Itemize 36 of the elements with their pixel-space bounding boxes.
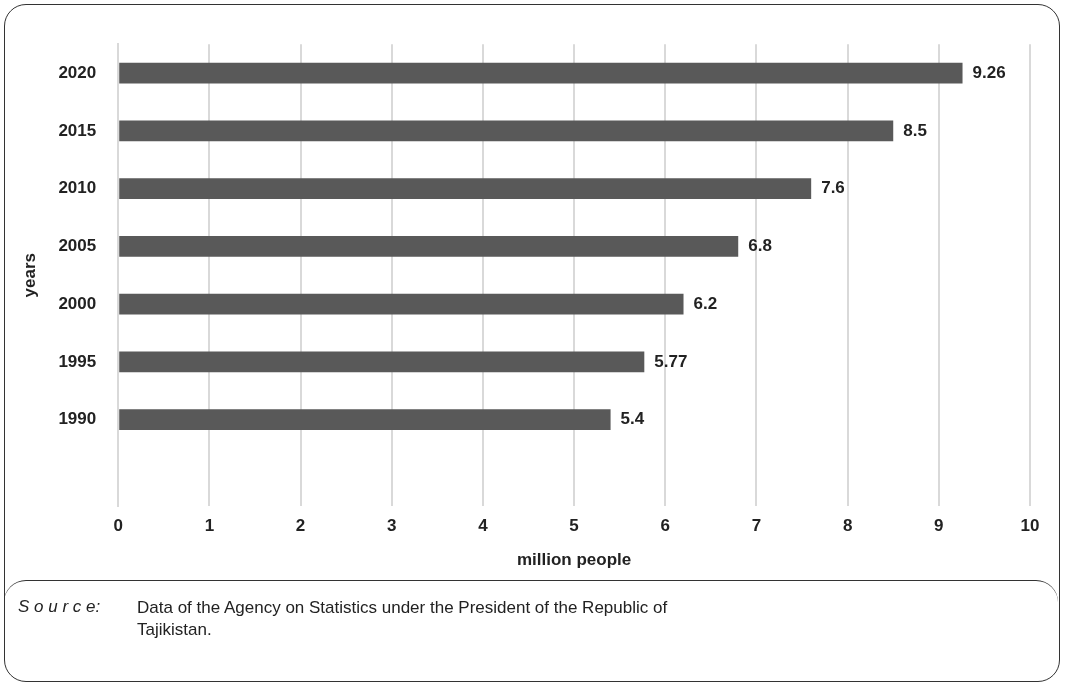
- x-axis-title: million people: [516, 550, 632, 570]
- text: Data of the Agency on Statistics under the President of the Republic of Tajikistan.: [137, 597, 669, 641]
- data-label: 8.5: [903, 120, 927, 140]
- y-tick-label: 2015: [58, 120, 97, 140]
- x-tick-label: 1: [204, 516, 215, 536]
- bar: [119, 62, 963, 84]
- y-tick-label: 2010: [58, 178, 97, 198]
- x-tick-label: 6: [660, 516, 671, 536]
- data-label: 5.77: [654, 351, 688, 371]
- x-tick-label: 8: [842, 516, 853, 536]
- y-tick-label: 2020: [58, 62, 97, 82]
- x-tick-label: 3: [387, 516, 397, 536]
- text: S o u r c e:: [18, 597, 101, 617]
- y-tick-label: 2000: [58, 293, 97, 313]
- data-label: 6.2: [693, 293, 718, 313]
- bar: [119, 293, 684, 315]
- bar: [119, 120, 894, 142]
- x-tick-label: 2: [295, 516, 306, 536]
- data-label: 5.4: [620, 409, 645, 429]
- x-tick-label: 7: [751, 516, 762, 536]
- bar: [119, 178, 812, 199]
- y-tick-label: 1995: [58, 351, 97, 371]
- x-tick-label: 4: [478, 516, 489, 536]
- y-axis-title: years: [19, 252, 39, 298]
- y-tick-label: 1990: [58, 409, 97, 429]
- data-label: 6.8: [748, 236, 772, 256]
- x-tick-label: 5: [569, 516, 579, 536]
- data-label: 7.6: [821, 178, 845, 198]
- data-label: 9.26: [972, 62, 1006, 82]
- x-tick-label: 0: [113, 516, 123, 536]
- x-tick-label: 9: [934, 516, 944, 536]
- bar: [119, 409, 611, 430]
- x-tick-label: 10: [1020, 516, 1040, 536]
- bar: [119, 351, 645, 373]
- bar: [119, 235, 739, 257]
- y-tick-label: 2005: [58, 236, 97, 256]
